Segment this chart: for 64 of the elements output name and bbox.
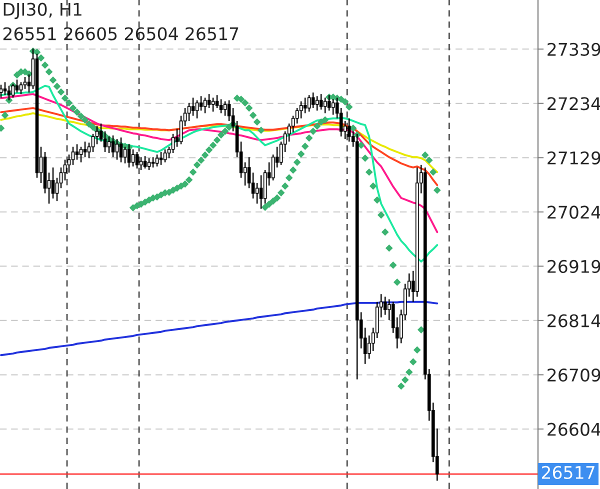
y-tick-label: 26919 <box>548 260 600 274</box>
y-tick-label: 27129 <box>548 151 600 164</box>
candlestick <box>163 148 167 163</box>
candlestick <box>107 136 111 154</box>
candlestick <box>0 84 3 98</box>
candlestick <box>195 100 199 119</box>
candlestick <box>51 166 55 200</box>
candlestick <box>151 156 155 168</box>
candlestick <box>103 130 107 153</box>
candlestick <box>71 146 75 166</box>
candlestick <box>131 148 135 168</box>
candlestick <box>319 93 323 110</box>
candlestick <box>147 158 151 171</box>
candlestick <box>303 97 307 114</box>
candlestick <box>207 93 211 109</box>
candlestick <box>203 97 207 114</box>
candlestick <box>187 102 191 122</box>
candlestick <box>211 97 215 112</box>
candlestick <box>219 98 223 114</box>
candlestick <box>323 97 327 114</box>
candlestick <box>191 97 195 116</box>
candlestick <box>19 82 23 95</box>
candlestick <box>311 92 315 109</box>
chart-title: DJI30, H1 <box>4 2 82 20</box>
line-series <box>0 107 438 186</box>
ref-line-label: 26517 <box>542 466 594 480</box>
candlestick <box>315 96 319 112</box>
candlestick <box>63 159 67 182</box>
line-series <box>0 84 438 263</box>
candlestick <box>199 96 203 112</box>
text: 26551 26605 26504 26517 <box>3 27 238 40</box>
candlestick <box>83 141 87 158</box>
candlestick <box>327 94 331 112</box>
candlestick <box>331 98 335 116</box>
candlestick <box>127 144 131 168</box>
candlestick <box>123 146 127 164</box>
candlestick <box>259 174 263 210</box>
candlestick <box>91 133 95 153</box>
candlestick <box>15 78 19 94</box>
candlestick <box>171 133 175 154</box>
candlestick <box>307 94 311 112</box>
candlestick <box>119 136 123 163</box>
candlestick <box>139 156 143 171</box>
candlestick <box>95 126 99 145</box>
candlestick <box>115 138 119 160</box>
candlestick <box>143 155 147 170</box>
candlestick <box>155 154 159 168</box>
line-series <box>0 93 438 234</box>
candlestick <box>255 182 259 204</box>
candlestick <box>111 134 115 158</box>
candlestick <box>67 154 71 174</box>
y-tick-label: 26709 <box>548 368 600 382</box>
candlestick <box>299 100 303 119</box>
candlestick <box>179 115 183 145</box>
candlestick <box>3 82 7 96</box>
candlestick <box>79 146 83 163</box>
candlestick <box>75 144 79 160</box>
candlestick <box>135 151 139 170</box>
candlestick <box>7 85 11 101</box>
candlestick <box>11 83 15 98</box>
candlestick <box>215 94 219 109</box>
line-series <box>0 300 438 356</box>
candlestick <box>223 100 227 116</box>
y-tick-label: 27339 <box>548 42 600 56</box>
